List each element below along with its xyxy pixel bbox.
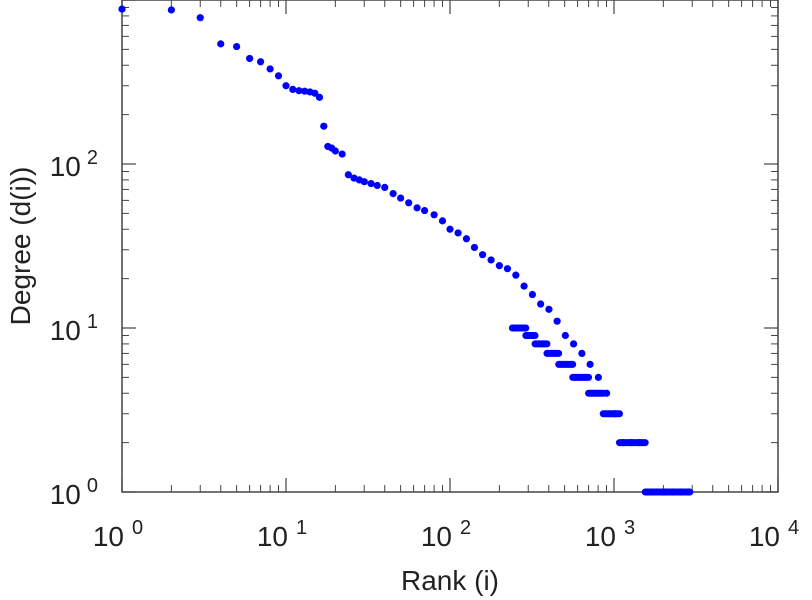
- y-tick-exponent: 2: [87, 147, 98, 169]
- data-point: [311, 89, 319, 97]
- data-point: [420, 206, 429, 215]
- data-point: [446, 225, 454, 233]
- x-tick-label: 10 1: [257, 517, 307, 552]
- data-point: [586, 360, 594, 368]
- data-point: [338, 150, 346, 158]
- minor-ticks: [122, 0, 778, 492]
- y-tick-labels: 10 0 10 1 10 2: [50, 147, 98, 510]
- data-point: [282, 82, 290, 90]
- data-point: [233, 42, 241, 51]
- plot-area: [121, 0, 779, 493]
- y-tick-base: 10: [50, 151, 81, 182]
- y-tick-base: 10: [50, 315, 81, 346]
- x-tick-exponent: 2: [460, 517, 471, 539]
- data-point: [381, 183, 389, 191]
- data-point: [118, 5, 126, 13]
- data-point: [438, 217, 447, 225]
- x-tick-label: 10 2: [421, 517, 471, 552]
- x-tick-base: 10: [93, 521, 124, 552]
- y-tick-exponent: 0: [87, 475, 98, 497]
- x-tick-base: 10: [749, 521, 780, 552]
- data-point: [397, 194, 405, 202]
- data-point: [520, 282, 528, 290]
- x-tick-base: 10: [585, 521, 616, 552]
- data-point: [217, 40, 225, 48]
- y-tick-label: 10 0: [50, 475, 98, 510]
- data-point: [537, 300, 545, 308]
- data-point: [389, 189, 397, 198]
- x-tick-exponent: 3: [624, 517, 635, 539]
- x-tick-labels: 10 0 10 1 10 2 10 3 10 4: [93, 517, 799, 552]
- data-point: [315, 93, 324, 101]
- data-point: [360, 178, 368, 186]
- data-point: [413, 204, 421, 212]
- x-tick-exponent: 1: [296, 517, 307, 539]
- data-point: [578, 349, 586, 358]
- x-tick-label: 10 3: [585, 517, 635, 552]
- major-ticks: [121, 0, 779, 493]
- data-point: [344, 171, 352, 179]
- data-point: [430, 211, 438, 219]
- data-point: [561, 331, 569, 340]
- data-point: [266, 65, 274, 73]
- data-point: [454, 229, 462, 237]
- data-point: [320, 122, 328, 130]
- data-point: [462, 235, 471, 243]
- data-point: [196, 14, 204, 22]
- data-point: [373, 181, 381, 190]
- data-point: [470, 243, 479, 252]
- data-point: [295, 87, 303, 95]
- y-tick-label: 10 2: [50, 147, 98, 182]
- y-axis-title: Degree (d(i)): [5, 167, 36, 326]
- x-axis-title: Rank (i): [401, 565, 499, 596]
- data-point: [569, 340, 578, 348]
- y-tick-label: 10 1: [50, 311, 98, 346]
- y-tick-exponent: 1: [87, 311, 98, 333]
- data-point: [289, 85, 297, 94]
- data-point: [405, 199, 413, 207]
- data-point: [528, 290, 536, 299]
- data-point: [545, 305, 553, 313]
- data-points: [118, 5, 694, 496]
- x-tick-exponent: 4: [788, 517, 799, 539]
- data-point: [331, 147, 339, 155]
- data-point: [367, 179, 375, 188]
- data-point: [503, 265, 512, 273]
- data-point: [487, 256, 495, 264]
- x-tick-base: 10: [257, 521, 288, 552]
- data-point: [256, 58, 265, 66]
- data-point: [495, 262, 503, 270]
- data-point: [594, 373, 602, 381]
- x-tick-label: 10 4: [749, 517, 799, 552]
- y-tick-base: 10: [50, 479, 81, 510]
- data-point: [478, 251, 487, 259]
- data-point: [167, 6, 175, 14]
- data-point: [246, 54, 254, 63]
- data-point: [512, 271, 520, 279]
- data-point: [274, 72, 283, 80]
- data-point: [301, 87, 309, 95]
- x-tick-exponent: 0: [132, 517, 143, 539]
- x-tick-base: 10: [421, 521, 452, 552]
- x-tick-label: 10 0: [93, 517, 143, 552]
- data-point: [553, 317, 561, 325]
